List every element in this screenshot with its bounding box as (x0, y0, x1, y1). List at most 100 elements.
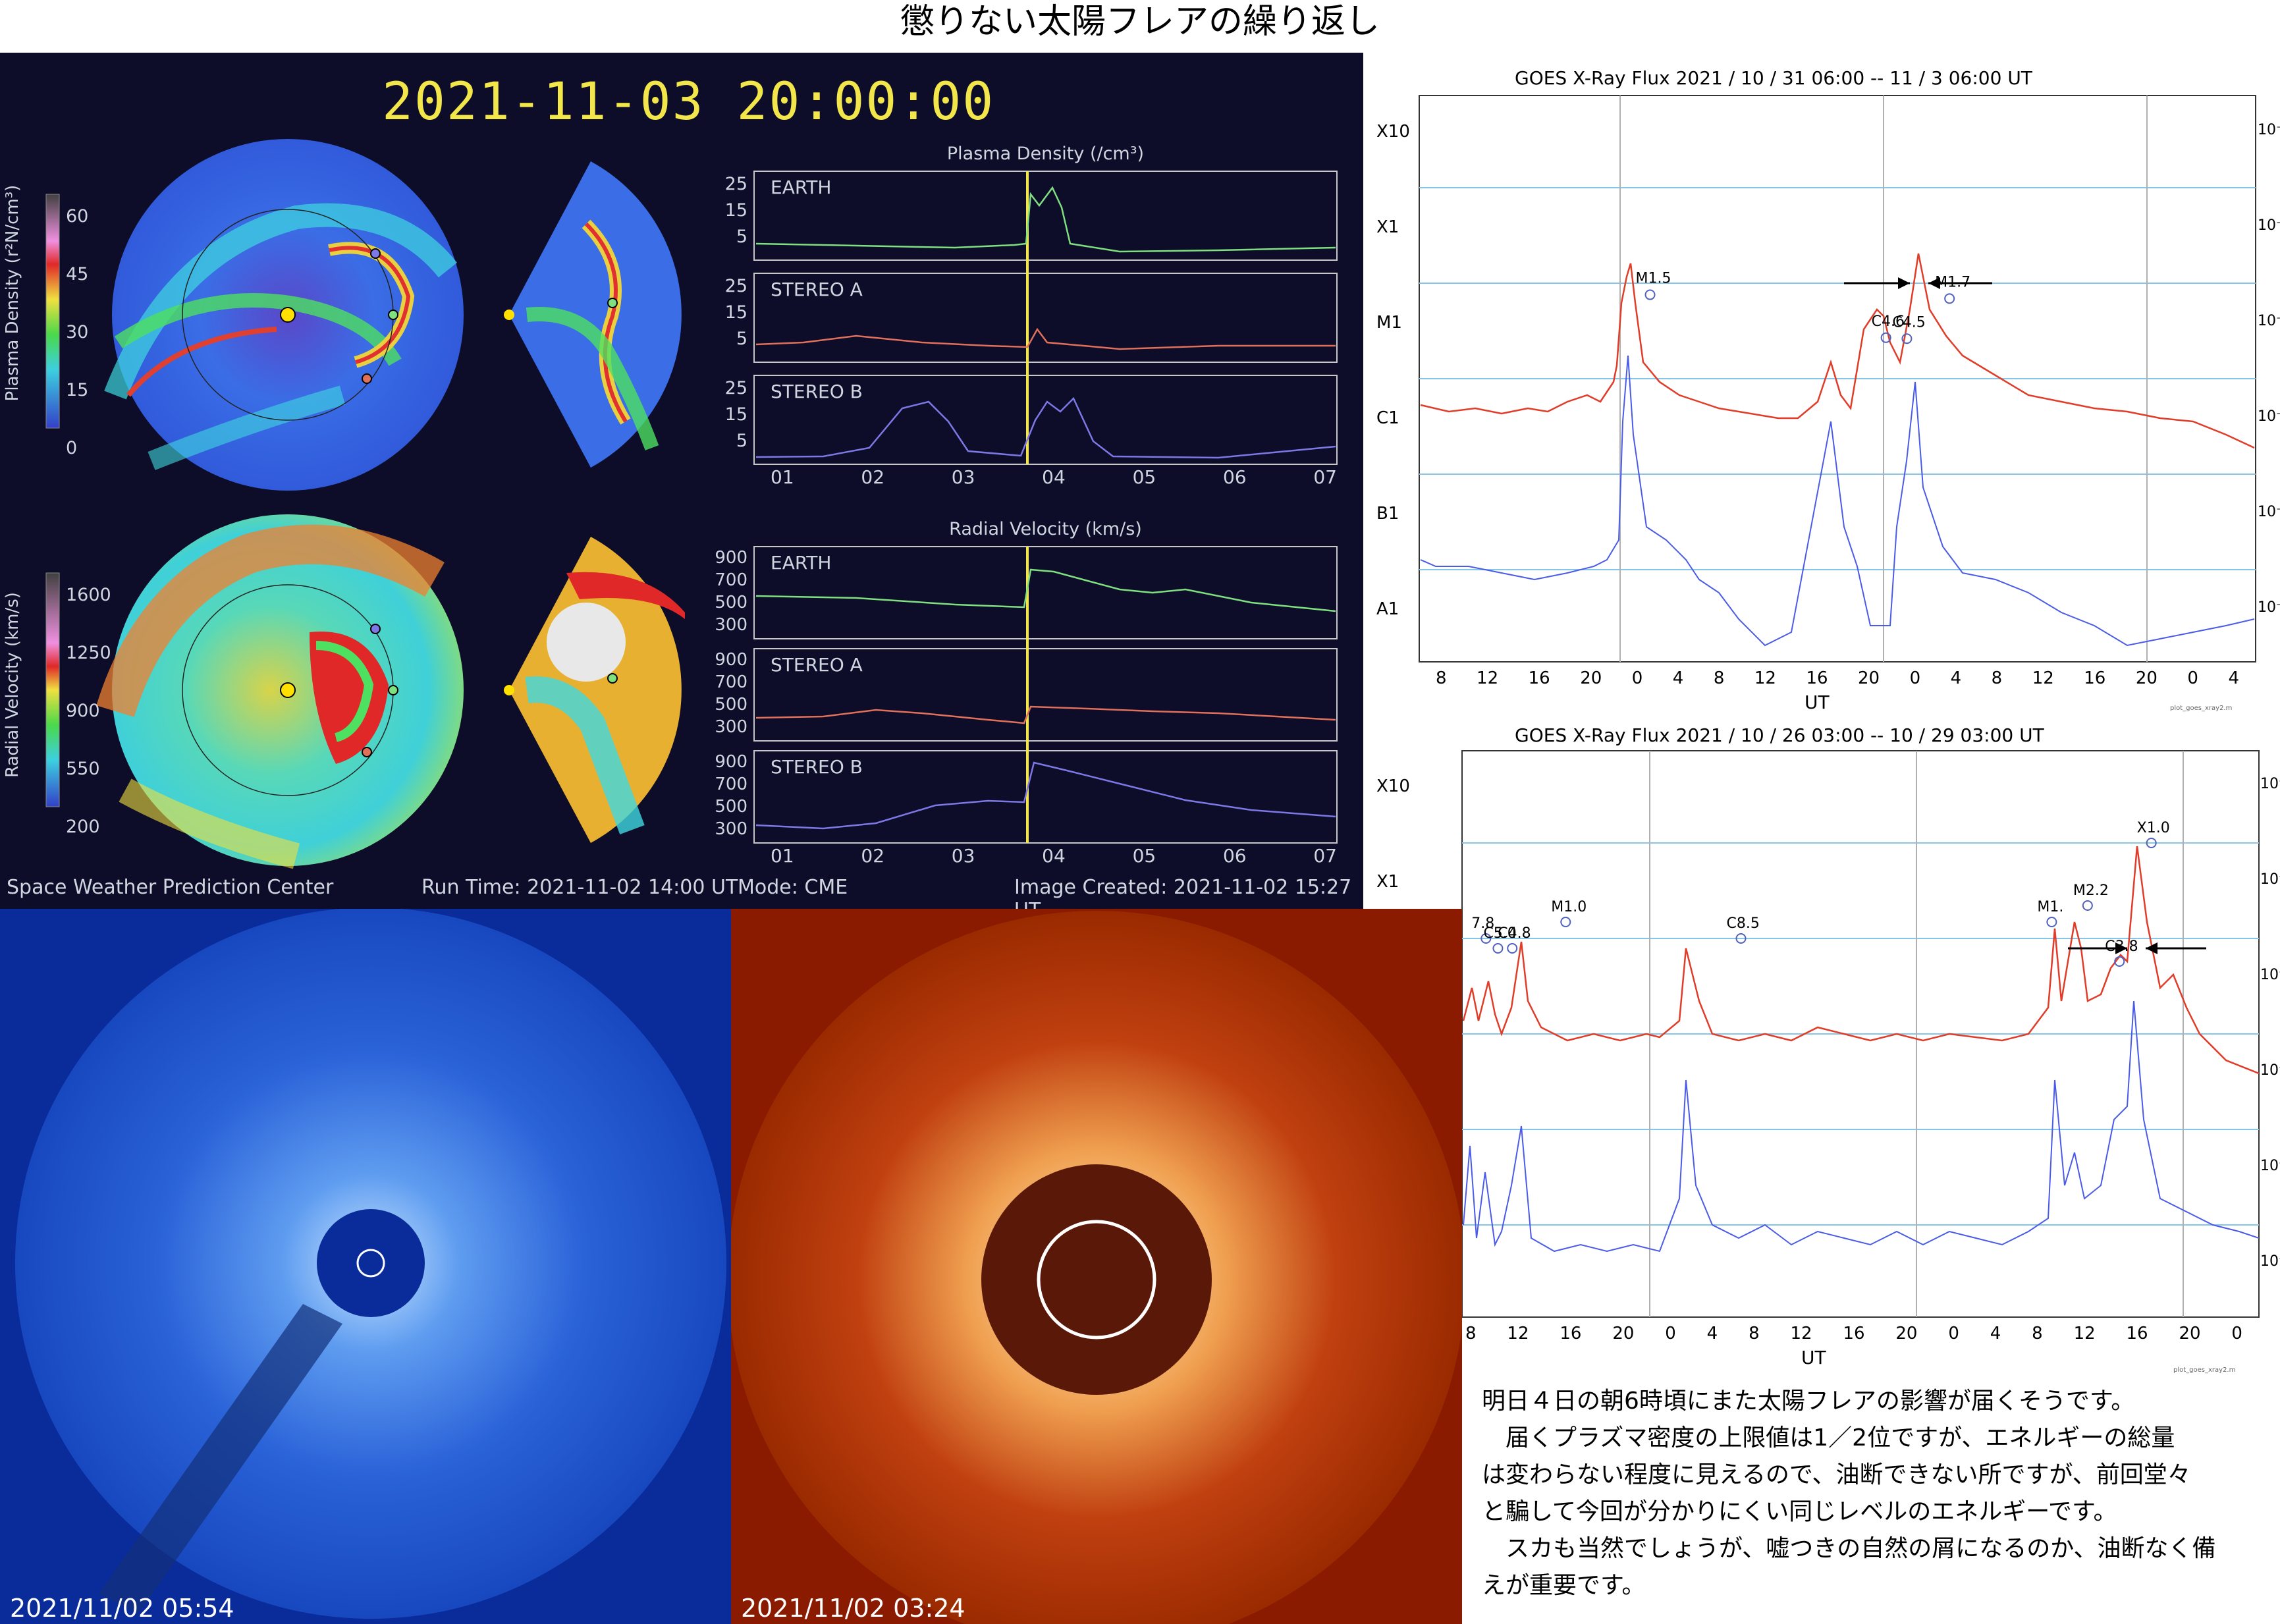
colorbar-tick: 550 (66, 759, 100, 779)
commentary-line: と騙して今回が分かりにくい同じレベルのエネルギーです。 (1482, 1498, 2117, 1525)
panel-label: STEREO B (771, 381, 863, 402)
enlil-graphics (45, 139, 1338, 869)
x-tick: 4 (1672, 668, 1684, 688)
x-tick: 0 (1665, 1324, 1676, 1343)
footer-mode: Mode: CME (738, 876, 848, 899)
goes-top-xlabel: UT (1805, 691, 1830, 713)
flux-value-label: 10⁻⁴ (2260, 871, 2280, 888)
flare-label: C4.8 (1498, 925, 1531, 942)
colorbar-tick: 200 (66, 817, 100, 837)
footer-swpc: Space Weather Prediction Center (7, 876, 334, 899)
commentary-line: 明日４日の朝6時頃にまた太陽フレアの影響が届くそうです。 (1482, 1388, 2135, 1415)
x-tick: 8 (1436, 668, 1447, 688)
x-tick: 20 (1612, 1324, 1635, 1343)
velocity-plot-title: Radial Velocity (km/s) (949, 519, 1142, 539)
x-tick: 8 (1991, 668, 2003, 688)
goes-bottom-xlabel: UT (1801, 1347, 1826, 1368)
x-tick: 04 (1042, 466, 1066, 488)
density-wedge (509, 161, 682, 468)
footer-image-created: Image Created: 2021-11-02 15:27 UT (1014, 876, 1352, 909)
goes-bottom-short-channel (1463, 1000, 2260, 1253)
flare-marker (2046, 917, 2057, 927)
velocity-timeseries (753, 546, 1338, 844)
flare-marker (2146, 838, 2157, 848)
flare-marker (1901, 333, 1913, 344)
y-tick: 700 (715, 774, 747, 794)
velocity-colorbar (45, 572, 60, 807)
density-stereoa-ticks: 25 15 5 (718, 273, 747, 352)
flux-value-label: 10⁻³ (2258, 122, 2280, 138)
density-earth-ticks: 25 15 5 (718, 171, 747, 250)
y-tick: 500 (715, 695, 747, 715)
x-tick: 03 (951, 466, 975, 488)
panel-label: STEREO A (771, 279, 863, 300)
x-tick: 05 (1132, 466, 1156, 488)
coronagraph-red-timestamp: 2021/11/02 03:24 (741, 1594, 965, 1623)
flux-class-label: X1 (1376, 217, 1399, 237)
x-tick: 4 (2228, 668, 2239, 688)
commentary-line: は変わらない程度に見えるので、油断できない所ですが、前回堂々 (1482, 1461, 2191, 1488)
y-tick: 5 (736, 329, 747, 349)
x-tick: 06 (1222, 845, 1247, 867)
flare-marker (1492, 943, 1504, 954)
flare-label: C4.6 (1872, 313, 1905, 330)
density-stereoa-curve (755, 327, 1336, 350)
colorbar-tick: 30 (66, 322, 89, 342)
x-tick: 16 (1528, 668, 1550, 688)
goes-bottom-plot: 7.8C5.0C4.8M1.0C8.5M1.M2.2C3.8X1.0 (1461, 750, 2260, 1318)
velocity-earth-curve (755, 568, 1336, 612)
colorbar-tick: 900 (66, 701, 100, 721)
enlil-timestamp: 2021-11-03 20:00:00 (382, 72, 995, 132)
panel-label: STEREO B (771, 756, 863, 778)
y-tick: 700 (715, 570, 747, 590)
y-tick: 900 (715, 752, 747, 772)
coronagraph-red: 2021/11/02 03:24 (731, 909, 1462, 1624)
x-tick: 12 (1790, 1324, 1812, 1343)
x-tick: 16 (1843, 1324, 1865, 1343)
commentary-line: えが重要です。 (1482, 1572, 1646, 1599)
density-colorbar-ticks: 60 45 30 15 0 (66, 188, 88, 477)
flare-marker (1880, 332, 1891, 343)
x-tick: 0 (1631, 668, 1643, 688)
x-tick: 0 (2231, 1324, 2242, 1343)
x-tick: 06 (1222, 466, 1247, 488)
density-plot-title: Plasma Density (/cm³) (946, 144, 1145, 164)
y-tick: 900 (715, 548, 747, 568)
goes-bottom-right-labels: 10⁻³ 10⁻⁴ 10⁻⁵ 10⁻⁶ 10⁻⁷ 10⁻⁸ (2260, 736, 2280, 1309)
y-tick: 900 (715, 650, 747, 670)
flux-class-label: X10 (1376, 776, 1410, 796)
y-tick: 15 (724, 302, 747, 323)
annotation-arrowhead (2115, 942, 2127, 954)
commentary-line: スカも当然でしょうが、嘘つきの自然の屑になるのか、油断なく備 (1482, 1535, 2216, 1562)
velocity-stereob-ticks: 900 700 500 300 (708, 751, 747, 840)
goes-top-left-labels: X10 X1 M1 C1 B1 A1 (1376, 84, 1410, 657)
density-timeseries (753, 171, 1338, 465)
flux-value-label: 10⁻⁷ (2260, 1158, 2280, 1174)
flare-label: M1.0 (1551, 899, 1587, 915)
y-tick: 500 (715, 797, 747, 817)
x-tick: 07 (1313, 466, 1337, 488)
flare-label: X1.0 (2137, 820, 2170, 836)
velocity-colorbar-ticks: 1600 1250 900 550 200 (66, 566, 111, 856)
goes-bottom-left-labels: X10 X1 (1376, 739, 1410, 930)
flare-label: C8.5 (1727, 915, 1760, 932)
goes-bottom-long-channel (1462, 846, 2260, 1075)
y-tick: 700 (715, 672, 747, 692)
density-colorbar-label: Plasma Density (r²N/cm³) (3, 184, 22, 402)
annotation-arrowhead (2146, 942, 2158, 954)
page-title: 懲りない太陽フレアの繰り返し (900, 2, 1380, 41)
annotation-arrowhead (1898, 277, 1910, 289)
flux-class-label: X10 (1376, 122, 1410, 142)
colorbar-tick: 60 (66, 206, 89, 227)
flux-value-label: 10⁻⁶ (2260, 1062, 2280, 1079)
panel-label: EARTH (771, 176, 832, 198)
flux-value-label: 10⁻⁸ (2260, 1253, 2280, 1270)
flux-value-label: 10⁻³ (2260, 776, 2280, 792)
colorbar-tick: 45 (66, 264, 89, 284)
flare-label: M1. (2037, 899, 2063, 915)
goes-top-right-labels: 10⁻³ 10⁻⁴ 10⁻⁵ 10⁻⁶ 10⁻⁷ 10⁻⁸ (2258, 82, 2280, 655)
x-tick: 01 (771, 466, 794, 488)
y-tick: 25 (724, 378, 747, 398)
coronagraph-blue-timestamp: 2021/11/02 05:54 (10, 1594, 234, 1623)
goes-top-x-ticks: 8 12 16 20 0 4 8 12 16 20 0 4 8 12 16 20… (1436, 668, 2239, 688)
